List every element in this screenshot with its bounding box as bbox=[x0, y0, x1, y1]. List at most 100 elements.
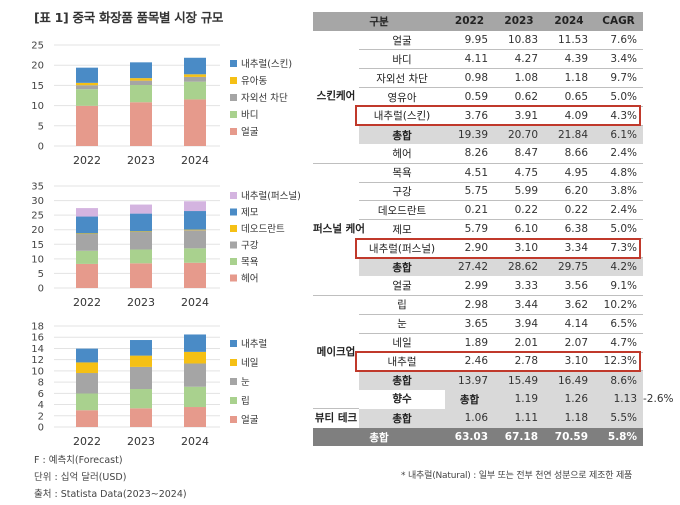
cagr-cell: 9.1% bbox=[594, 276, 644, 296]
y-tick-label: 12 bbox=[31, 355, 44, 366]
row-label: 눈 bbox=[359, 314, 446, 334]
bar-segment bbox=[76, 85, 98, 90]
bar-segment bbox=[184, 230, 206, 249]
table-row: 바디 4.11 4.27 4.39 3.4% bbox=[313, 49, 644, 70]
cagr-cell: 8.6% bbox=[594, 370, 644, 390]
legend-label: 제모 bbox=[241, 208, 259, 219]
value-cell: 1.18 bbox=[544, 408, 595, 428]
value-cell: 2.07 bbox=[544, 333, 595, 353]
y-tick-label: 4 bbox=[38, 400, 44, 411]
y-tick-label: 5 bbox=[38, 121, 44, 132]
row-label: 총합 bbox=[359, 257, 446, 277]
bar-segment bbox=[76, 410, 98, 427]
x-tick-label: 2024 bbox=[181, 296, 209, 309]
table-total-row: 총합 13.97 15.49 16.49 8.6% bbox=[313, 370, 644, 390]
row-label: 총합 bbox=[359, 370, 446, 390]
value-cell: 4.95 bbox=[544, 163, 595, 183]
legend-label: 자외선 차단 bbox=[241, 92, 288, 104]
y-tick-label: 30 bbox=[31, 196, 44, 207]
legend-swatch bbox=[230, 397, 237, 404]
category-label: 메이크업 bbox=[313, 295, 359, 410]
legend-label: 눈 bbox=[241, 377, 250, 388]
legend-swatch bbox=[230, 60, 237, 67]
y-tick-label: 16 bbox=[31, 333, 44, 344]
row-label: 헤어 bbox=[359, 144, 446, 164]
legend-swatch bbox=[230, 94, 237, 101]
value-cell: 3.10 bbox=[544, 352, 595, 372]
legend-label: 내추럴 bbox=[241, 339, 267, 350]
bar-segment bbox=[76, 216, 98, 234]
value-cell: 4.14 bbox=[544, 314, 595, 334]
x-tick-label: 2023 bbox=[127, 435, 155, 448]
value-cell: 4.75 bbox=[494, 163, 545, 183]
legend-label: 립 bbox=[241, 395, 250, 407]
bar-segment bbox=[184, 334, 206, 352]
row-label: 얼굴 bbox=[359, 276, 446, 296]
legend-label: 얼굴 bbox=[241, 415, 259, 426]
bar-segment bbox=[184, 99, 206, 146]
cagr-cell: 6.1% bbox=[594, 125, 644, 145]
value-cell: 5.79 bbox=[445, 219, 495, 240]
y-tick-label: 10 bbox=[31, 254, 44, 265]
y-tick-label: 14 bbox=[31, 344, 44, 355]
bar-segment bbox=[130, 340, 152, 356]
value-cell: 6.20 bbox=[544, 182, 595, 202]
legend-label: 바디 bbox=[241, 110, 258, 121]
value-cell: 16.49 bbox=[544, 370, 595, 390]
bar-segment bbox=[130, 263, 152, 288]
legend-swatch bbox=[230, 340, 237, 347]
table-row: 내추럴 2.46 2.78 3.10 12.3% bbox=[313, 352, 644, 372]
cagr-cell: 3.4% bbox=[594, 49, 644, 70]
bar-segment bbox=[130, 62, 152, 79]
value-cell: 1.19 bbox=[494, 389, 545, 409]
market-size-table: 구분 2022 2023 2024 CAGR 스킨케어 얼굴 9.95 10.83 11… bbox=[313, 12, 673, 447]
value-cell: 3.56 bbox=[544, 276, 595, 296]
row-label: 목욕 bbox=[359, 163, 446, 183]
natural-footnote: * 내추럴(Natural) : 일부 또는 전부 천연 성분으로 제조한 제품 bbox=[401, 471, 633, 481]
bar-segment bbox=[130, 204, 152, 214]
table-row: 자외선 차단 0.98 1.08 1.18 9.7% bbox=[313, 68, 644, 89]
bar-segment bbox=[184, 201, 206, 212]
bar-segment bbox=[184, 211, 206, 230]
cagr-cell: 5.8% bbox=[594, 427, 644, 447]
bar-segment bbox=[76, 373, 98, 394]
value-cell: 0.59 bbox=[445, 87, 495, 107]
value-cell: 3.65 bbox=[445, 314, 495, 334]
y-tick-label: 18 bbox=[31, 322, 44, 333]
unit-note: 단위 : 십억 달러(USD) bbox=[34, 472, 127, 483]
value-cell: 0.65 bbox=[544, 87, 595, 107]
value-cell: 0.98 bbox=[445, 68, 495, 89]
value-cell: 5.75 bbox=[445, 182, 495, 202]
table-row: 네일 1.89 2.01 2.07 4.7% bbox=[313, 333, 644, 353]
value-cell: 2.99 bbox=[445, 276, 495, 296]
legend-swatch bbox=[230, 208, 237, 216]
legend-swatch bbox=[230, 241, 237, 249]
value-cell: 1.13 bbox=[594, 389, 644, 409]
y-tick-label: 2 bbox=[38, 411, 44, 422]
legend-label: 헤어 bbox=[241, 273, 258, 285]
value-cell: 63.03 bbox=[445, 427, 495, 447]
value-cell: 13.97 bbox=[445, 370, 495, 390]
table-header-row: 구분 2022 2023 2024 CAGR bbox=[313, 12, 644, 31]
x-tick-label: 2023 bbox=[127, 154, 155, 167]
value-cell: 3.33 bbox=[494, 276, 545, 296]
cagr-cell: 2.4% bbox=[594, 144, 644, 164]
legend-label: 내추럴(스킨) bbox=[241, 59, 292, 70]
table-total-row: 뷰티 테크 총합 1.06 1.11 1.18 5.5% bbox=[313, 408, 644, 428]
header-2023: 2023 bbox=[494, 12, 545, 31]
value-cell: 1.06 bbox=[445, 408, 495, 428]
legend-swatch bbox=[230, 258, 237, 265]
table-row: 내추럴(퍼스널) 2.90 3.10 3.34 7.3% bbox=[313, 238, 644, 259]
y-tick-label: 8 bbox=[38, 378, 44, 389]
value-cell: 8.47 bbox=[494, 144, 545, 164]
y-tick-label: 0 bbox=[38, 142, 44, 153]
row-label: 내추럴(스킨) bbox=[359, 106, 446, 126]
bar-segment bbox=[76, 233, 98, 235]
bar-segment bbox=[130, 102, 152, 146]
natural-row-highlight bbox=[355, 351, 642, 372]
value-cell: 6.10 bbox=[494, 219, 545, 240]
value-cell: 4.51 bbox=[445, 163, 495, 183]
bar-segment bbox=[76, 348, 98, 363]
bar-segment bbox=[76, 250, 98, 264]
